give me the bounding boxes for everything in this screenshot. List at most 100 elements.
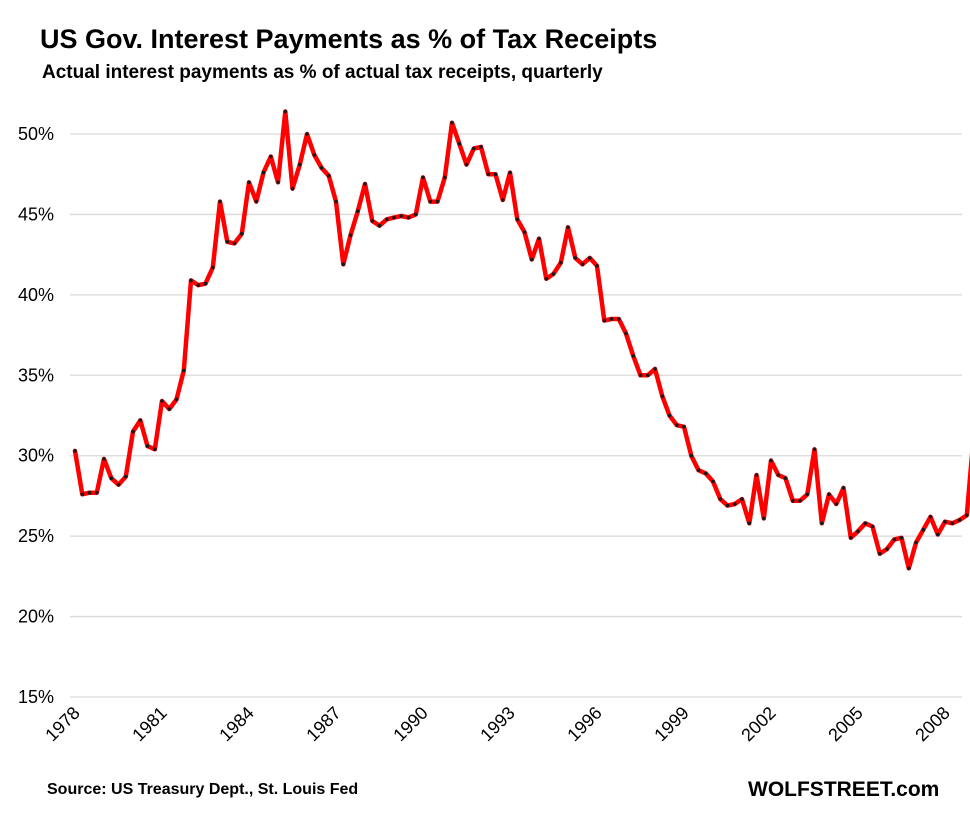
- data-point: [406, 215, 411, 220]
- data-point: [392, 215, 396, 220]
- data-point: [145, 444, 150, 448]
- x-tick-label: 2008: [911, 703, 953, 745]
- data-point: [602, 318, 607, 323]
- data-point: [203, 281, 208, 286]
- data-point: [174, 397, 179, 402]
- data-point: [247, 180, 251, 185]
- data-point: [486, 172, 491, 176]
- data-point: [899, 536, 904, 540]
- data-point: [464, 162, 469, 167]
- data-point: [370, 219, 375, 223]
- data-point: [820, 521, 824, 526]
- data-point: [428, 199, 433, 204]
- data-point: [501, 198, 505, 202]
- data-point: [856, 529, 860, 534]
- data-point: [711, 479, 715, 484]
- data-point: [87, 490, 92, 495]
- x-tick-label: 1996: [563, 703, 605, 745]
- data-point: [718, 497, 723, 501]
- data-point: [878, 552, 882, 556]
- data-point: [754, 473, 759, 477]
- data-point: [348, 233, 353, 238]
- data-point: [783, 476, 788, 481]
- data-point: [138, 418, 143, 423]
- y-axis-tick-labels: 15% 20% 25% 30% 35% 40% 45% 50%: [18, 124, 54, 707]
- data-point: [617, 317, 621, 321]
- data-point: [109, 476, 114, 481]
- data-point: [305, 132, 309, 136]
- y-tick-label: 45%: [18, 204, 54, 224]
- x-tick-label: 1978: [41, 703, 83, 745]
- data-point: [240, 231, 244, 236]
- data-point-markers: [73, 109, 969, 571]
- x-tick-label: 2005: [824, 703, 866, 745]
- data-point: [957, 518, 962, 522]
- data-point: [472, 146, 476, 151]
- data-point: [189, 278, 193, 283]
- data-point: [791, 499, 795, 503]
- chart-title: US Gov. Interest Payments as % of Tax Re…: [40, 24, 658, 54]
- brand-logo-text: WOLFSTREET.com: [748, 778, 940, 801]
- y-tick-label: 40%: [18, 285, 54, 305]
- data-point: [363, 182, 367, 186]
- data-point: [921, 527, 926, 532]
- data-point: [95, 490, 99, 495]
- data-point: [218, 199, 222, 204]
- data-point: [276, 180, 280, 185]
- data-point: [261, 170, 266, 175]
- data-point: [689, 453, 694, 458]
- data-point: [827, 492, 831, 497]
- data-point: [269, 154, 273, 159]
- x-tick-label: 1981: [128, 703, 170, 745]
- data-point: [319, 166, 324, 170]
- y-tick-label: 30%: [18, 446, 54, 466]
- data-point: [950, 521, 955, 526]
- data-point: [102, 457, 106, 461]
- y-tick-label: 35%: [18, 365, 54, 385]
- data-point: [124, 474, 128, 479]
- data-point: [153, 447, 157, 452]
- data-point: [443, 175, 447, 180]
- y-tick-label: 50%: [18, 124, 54, 144]
- data-point: [377, 223, 382, 228]
- data-point: [841, 486, 846, 490]
- source-note: Source: US Treasury Dept., St. Louis Fed: [47, 781, 359, 798]
- data-point: [762, 516, 766, 521]
- x-tick-label: 1999: [650, 703, 692, 745]
- x-tick-label: 1990: [389, 703, 431, 745]
- data-point: [116, 482, 121, 487]
- data-point: [254, 199, 259, 204]
- data-point: [573, 256, 578, 260]
- data-point: [182, 368, 186, 373]
- data-point: [725, 503, 730, 508]
- data-point: [936, 532, 940, 537]
- data-point: [638, 373, 643, 378]
- data-point: [834, 502, 839, 506]
- y-tick-label: 20%: [18, 607, 54, 627]
- data-point: [298, 162, 302, 167]
- data-point: [892, 537, 897, 542]
- data-point: [479, 145, 483, 149]
- data-point: [870, 524, 875, 529]
- data-point: [624, 331, 628, 336]
- data-point: [522, 230, 527, 234]
- data-point: [73, 449, 77, 453]
- data-point: [225, 240, 230, 244]
- data-point: [588, 256, 592, 260]
- data-point: [776, 473, 781, 477]
- chart-subtitle: Actual interest payments as % of actual …: [42, 62, 603, 83]
- data-point: [653, 367, 657, 371]
- x-axis-tick-labels: 1978 1981 1984 1987 1990 1993 1996 1999 2002 2005…: [41, 703, 953, 745]
- data-point: [334, 199, 338, 204]
- x-tick-label: 2002: [737, 703, 779, 745]
- data-point: [609, 317, 614, 321]
- data-point: [537, 236, 541, 241]
- data-point: [493, 172, 498, 176]
- data-point: [943, 519, 947, 524]
- data-point: [80, 492, 85, 497]
- data-point: [646, 373, 650, 378]
- data-point: [414, 212, 418, 217]
- data-point: [667, 413, 672, 418]
- data-point: [805, 492, 810, 497]
